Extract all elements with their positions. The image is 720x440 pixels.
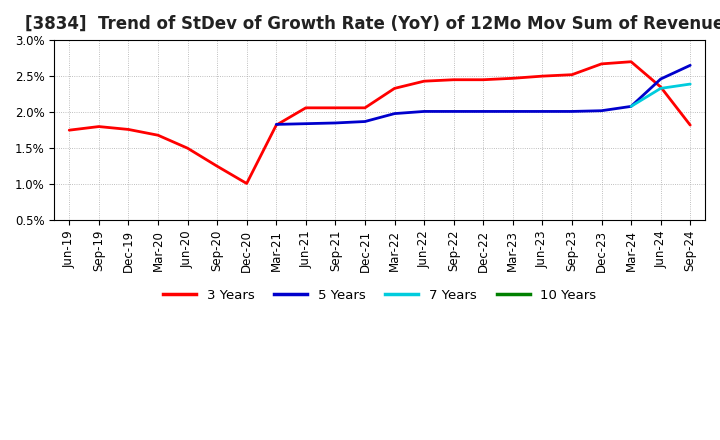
3 Years [390, 86, 399, 91]
3 Years [508, 76, 517, 81]
3 Years [213, 164, 222, 169]
Legend: 3 Years, 5 Years, 7 Years, 10 Years: 3 Years, 5 Years, 7 Years, 10 Years [158, 284, 601, 307]
7 Years [657, 86, 665, 91]
3 Years [420, 78, 428, 84]
3 Years [657, 84, 665, 90]
5 Years [597, 108, 606, 114]
5 Years [626, 104, 635, 109]
3 Years [361, 105, 369, 110]
Line: 3 Years: 3 Years [69, 62, 690, 183]
Line: 5 Years: 5 Years [276, 65, 690, 125]
5 Years [331, 120, 340, 125]
5 Years [390, 111, 399, 116]
7 Years [686, 81, 695, 87]
3 Years [272, 122, 281, 128]
5 Years [302, 121, 310, 126]
3 Years [567, 72, 576, 77]
3 Years [479, 77, 487, 82]
5 Years [479, 109, 487, 114]
5 Years [657, 77, 665, 82]
5 Years [686, 62, 695, 68]
7 Years [626, 104, 635, 109]
3 Years [302, 105, 310, 110]
5 Years [508, 109, 517, 114]
3 Years [597, 61, 606, 66]
3 Years [686, 122, 695, 128]
3 Years [65, 128, 73, 133]
5 Years [449, 109, 458, 114]
5 Years [361, 119, 369, 124]
3 Years [153, 132, 162, 138]
3 Years [124, 127, 132, 132]
5 Years [272, 122, 281, 127]
3 Years [626, 59, 635, 64]
3 Years [538, 73, 546, 79]
Title: [3834]  Trend of StDev of Growth Rate (YoY) of 12Mo Mov Sum of Revenues: [3834] Trend of StDev of Growth Rate (Yo… [25, 15, 720, 33]
5 Years [538, 109, 546, 114]
5 Years [420, 109, 428, 114]
5 Years [567, 109, 576, 114]
3 Years [449, 77, 458, 82]
3 Years [331, 105, 340, 110]
Line: 7 Years: 7 Years [631, 84, 690, 106]
3 Years [243, 181, 251, 186]
3 Years [94, 124, 103, 129]
3 Years [183, 146, 192, 151]
